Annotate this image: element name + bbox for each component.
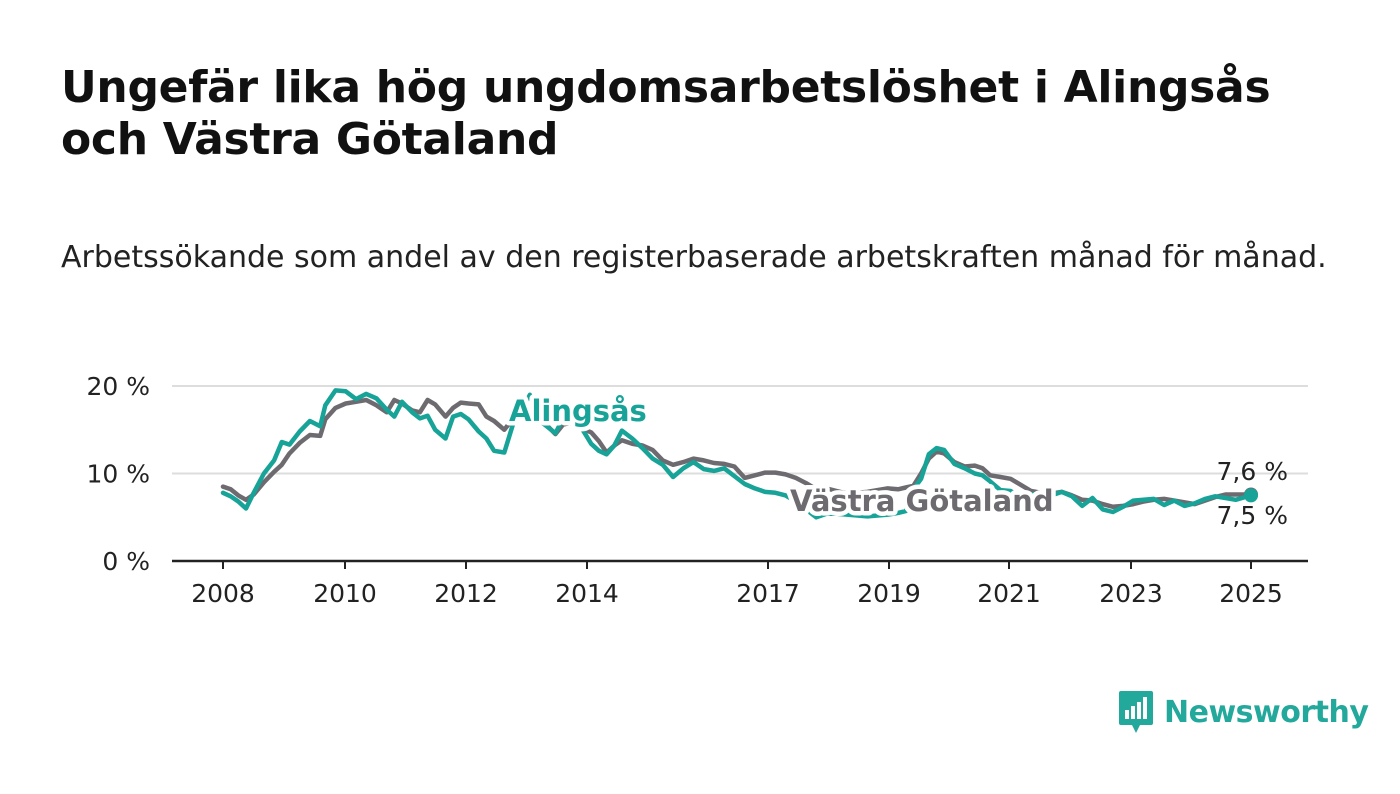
brand-name: Newsworthy <box>1164 694 1369 730</box>
vastra-gotaland-line <box>220 397 1254 510</box>
series-label-halo: Alingsås <box>509 394 647 428</box>
x-tick-label: 2008 <box>191 579 255 608</box>
alingsas-line <box>220 388 1254 520</box>
x-tick-label: 2010 <box>313 579 377 608</box>
x-tick-label: 2023 <box>1099 579 1163 608</box>
x-tick-label: 2021 <box>977 579 1041 608</box>
end-value-label: 7,6 % <box>1217 457 1288 486</box>
newsworthy-logo[interactable]: Newsworthy <box>1118 690 1369 734</box>
x-tick-label: 2014 <box>555 579 619 608</box>
y-tick-label: 0 % <box>102 547 150 576</box>
chart-title: Ungefär lika hög ungdomsarbetslöshet i A… <box>61 62 1271 165</box>
series-label: Alingsås <box>509 394 647 428</box>
y-tick-label: 20 % <box>86 372 150 401</box>
series-end-point <box>1244 488 1258 503</box>
x-tick-label: 2012 <box>434 579 498 608</box>
y-tick-label: 10 % <box>86 460 150 489</box>
series-label: Västra Götaland <box>790 484 1054 518</box>
series-label-halo: Västra Götaland <box>790 484 1054 518</box>
x-tick-label: 2017 <box>736 579 800 608</box>
chart-subtitle: Arbetssökande som andel av den registerb… <box>61 240 1327 275</box>
x-tick-label: 2025 <box>1219 579 1283 608</box>
x-tick-label: 2019 <box>857 579 921 608</box>
bar-chart-speech-bubble-icon <box>1119 691 1153 733</box>
end-value-label: 7,5 % <box>1217 501 1288 530</box>
